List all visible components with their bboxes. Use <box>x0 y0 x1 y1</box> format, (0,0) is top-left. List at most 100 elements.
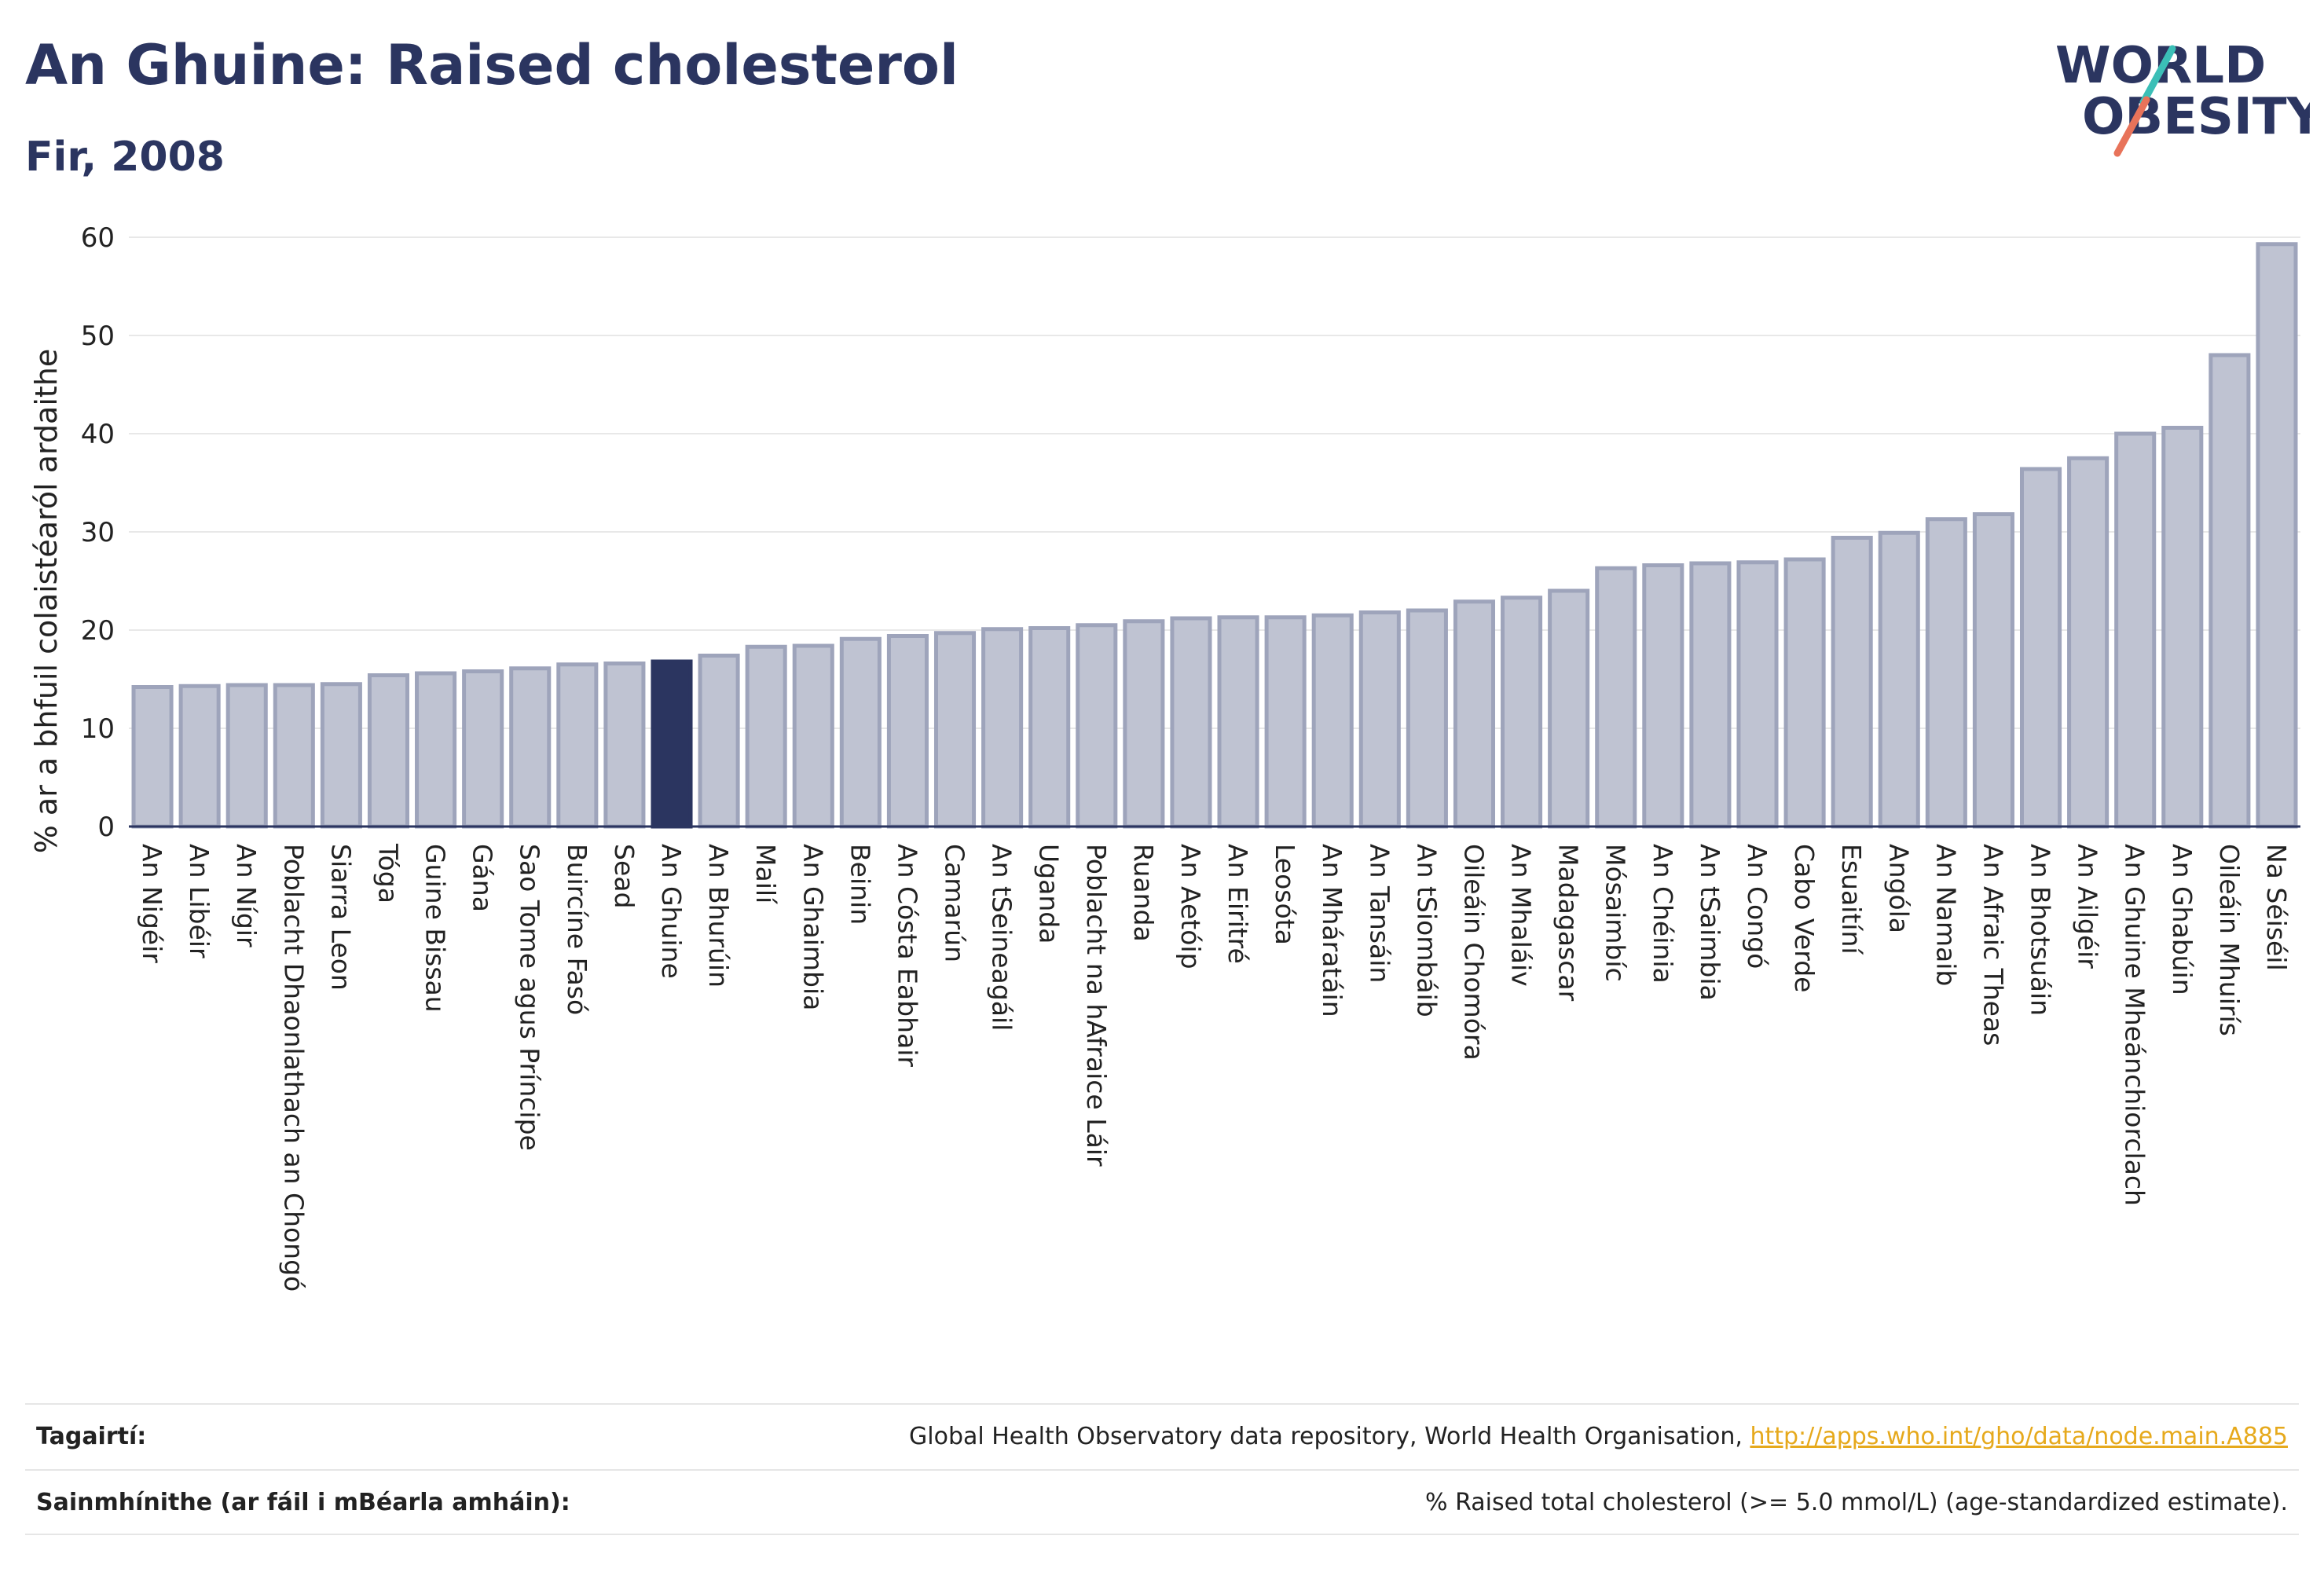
x-tick-label: An Ghuine <box>656 844 687 979</box>
bar <box>981 627 1024 829</box>
x-tick-label: An Tansáin <box>1364 844 1395 983</box>
x-tick-label: Cabo Verde <box>1789 844 1820 992</box>
bar <box>415 671 457 829</box>
x-tick-label: An Congó <box>1742 844 1772 969</box>
bar <box>886 634 929 829</box>
x-tick-label: An Cósta Eabhair <box>892 844 922 1067</box>
x-tick-label: Leosóta <box>1270 844 1300 945</box>
y-tick-label: 10 <box>81 713 115 745</box>
x-tick-label: An Namaib <box>1930 844 1961 986</box>
bar-layer <box>131 242 2298 829</box>
bar <box>273 683 315 829</box>
bar <box>745 644 787 829</box>
y-tick-label: 50 <box>81 321 115 352</box>
x-tick-label: An Bhotsuáin <box>2025 844 2056 1016</box>
y-tick-label: 40 <box>81 419 115 450</box>
bar <box>2209 353 2251 829</box>
bar <box>1311 613 1354 829</box>
logo-slash-top <box>2139 45 2176 106</box>
bar <box>1925 517 1967 829</box>
x-tick-label: Oileáin Chomóra <box>1458 844 1489 1061</box>
definitions-label: Sainmhínithe (ar fáil i mBéarla amháin): <box>36 1488 570 1516</box>
x-tick-label: Oileáin Mhuirís <box>2214 844 2245 1036</box>
bar <box>1595 566 1637 829</box>
logo-slash-bottom <box>2113 96 2150 157</box>
y-tick-label: 0 <box>97 812 115 843</box>
bar <box>1642 563 1684 829</box>
references-text: Global Health Observatory data repositor… <box>909 1422 1750 1450</box>
x-tick-label: An Nígir <box>231 844 262 947</box>
bar <box>1123 619 1165 829</box>
x-tick-label: Madagascar <box>1553 844 1584 1002</box>
bar <box>1689 561 1732 829</box>
bar <box>131 685 174 829</box>
bar <box>1736 560 1779 829</box>
x-tick-label: Buircíne Fasó <box>562 844 592 1015</box>
x-tick-label: Beinin <box>845 844 875 925</box>
bar <box>1028 626 1071 829</box>
bar <box>1831 536 1873 829</box>
references-value: Global Health Observatory data repositor… <box>909 1423 2299 1450</box>
y-tick-label: 20 <box>81 615 115 647</box>
references-link[interactable]: http://apps.who.int/gho/data/node.main.A… <box>1750 1422 2288 1450</box>
bar <box>2256 242 2298 829</box>
label-layer: 0 10 20 30 40 50 60 An Nigéir An Libéir An Nígir P… <box>81 222 2292 1292</box>
x-tick-label: Siarra Leon <box>325 844 356 991</box>
x-tick-label: Camarún <box>940 844 970 962</box>
x-tick-label: Uganda <box>1034 844 1065 944</box>
bar <box>1453 599 1496 829</box>
x-tick-label: An Eiritré <box>1222 844 1253 964</box>
bar <box>698 654 740 829</box>
bar-highlighted <box>651 659 693 829</box>
x-tick-label: An Nigéir <box>137 844 167 963</box>
x-tick-label: Tóga <box>372 843 403 903</box>
bar <box>1358 610 1401 829</box>
bar <box>320 682 362 829</box>
x-tick-label: An Ailgéir <box>2073 844 2103 969</box>
x-tick-label: An Ghabúin <box>2167 844 2198 995</box>
logo-line-2: OBESITY <box>2082 88 2310 146</box>
bar <box>2161 426 2204 829</box>
x-tick-label: Sead <box>609 844 640 908</box>
x-tick-label: An tSeineagáil <box>987 844 1017 1031</box>
y-axis-title: % ar a bhfuil colaistéaról ardaithe <box>29 349 64 854</box>
world-obesity-logo: WORLD OBESITY <box>2043 24 2323 165</box>
x-tick-label: An Aetóip <box>1175 844 1206 969</box>
x-tick-label: An tSaimbia <box>1695 844 1725 1001</box>
x-tick-label: Poblacht na hAfraice Láir <box>1081 844 1112 1167</box>
bar <box>603 662 646 829</box>
bar <box>1264 615 1307 829</box>
chart-subtitle: Fir, 2008 <box>25 134 225 181</box>
x-tick-label: An Bhurúin <box>703 844 734 988</box>
chart-title: An Ghuine: Raised cholesterol <box>25 33 959 97</box>
footer-references: Tagairtí: Global Health Observatory data… <box>25 1403 2299 1450</box>
y-tick-label: 60 <box>81 222 115 254</box>
x-tick-label: Mailí <box>750 844 781 905</box>
x-tick-label: Guine Bissau <box>420 844 451 1013</box>
bar <box>792 643 834 829</box>
x-tick-label: An Mhaláiv <box>1506 844 1537 987</box>
x-tick-label: An Ghuine Mheánchiorclach <box>2120 844 2150 1206</box>
bar <box>556 662 599 829</box>
bar <box>509 666 552 829</box>
x-tick-label: Angóla <box>1883 844 1914 933</box>
x-tick-label: Esuaitíní <box>1836 844 1867 955</box>
x-tick-label: An Mháratáin <box>1317 844 1347 1017</box>
references-label: Tagairtí: <box>36 1422 147 1450</box>
x-tick-label: An Chéinia <box>1648 844 1678 984</box>
x-tick-label: Na Séiséil <box>2261 844 2292 971</box>
bar <box>1076 623 1118 829</box>
bar <box>1972 512 2014 829</box>
bar <box>462 669 504 829</box>
bar-chart: 0 10 20 30 40 50 60 An Nigéir An Libéir An Nígir P… <box>29 222 2300 1292</box>
bar <box>1501 596 1543 829</box>
x-tick-label: Sao Tome agus Príncipe <box>515 844 545 1151</box>
bar <box>1548 588 1590 829</box>
definitions-text: % Raised total cholesterol (>= 5.0 mmol/… <box>1425 1488 2288 1516</box>
bar <box>933 631 977 829</box>
footer-definitions: Sainmhínithe (ar fáil i mBéarla amháin):… <box>25 1469 2299 1516</box>
bar <box>1878 530 1920 829</box>
bar <box>1217 615 1259 829</box>
bar <box>178 684 221 829</box>
bar <box>225 683 268 829</box>
